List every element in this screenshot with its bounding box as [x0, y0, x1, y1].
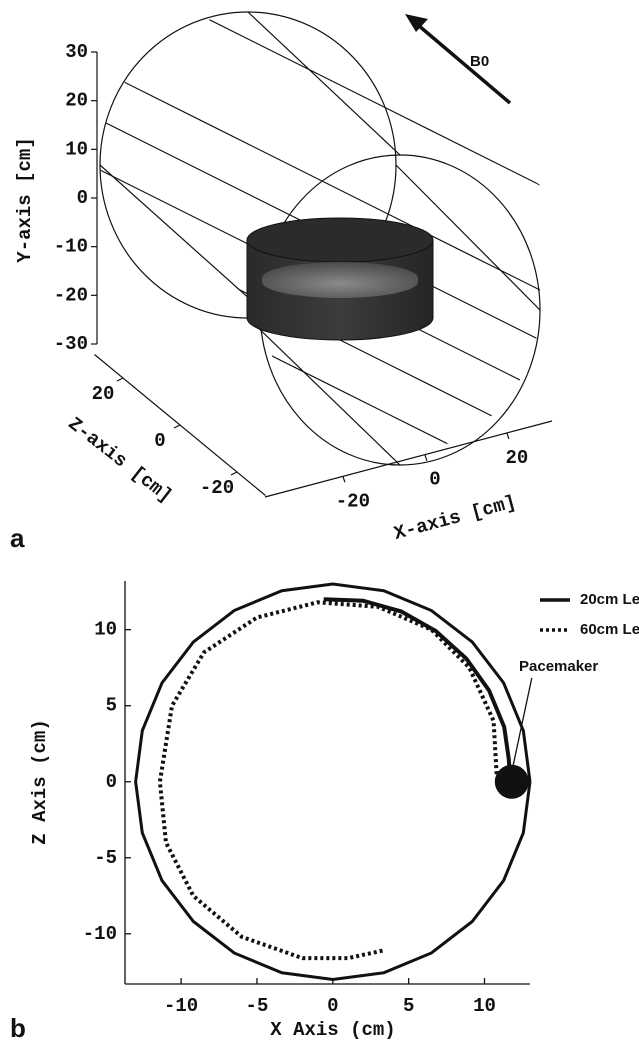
- z-tick: [230, 471, 238, 476]
- b0-arrow: [405, 14, 512, 105]
- x-tick-label: 5: [403, 995, 414, 1017]
- annotation: Pacemaker: [519, 658, 598, 675]
- y-axis-label: Y-axis [cm]: [14, 137, 36, 262]
- x-tick: [506, 432, 510, 440]
- x-tick-label: 0: [327, 995, 338, 1017]
- x-tick: [424, 454, 428, 461]
- phantom-cylinder: [246, 217, 434, 341]
- z-tick: [116, 377, 124, 382]
- y-tick-label: 30: [65, 41, 88, 63]
- z-tick: [173, 424, 181, 429]
- b0-label: B0: [470, 53, 489, 70]
- y-tick-label: 0: [77, 187, 88, 209]
- y-tick-label: -20: [54, 284, 88, 306]
- x-tick-label: 10: [473, 995, 496, 1017]
- pacemaker: [494, 764, 529, 799]
- x-tick-label: -5: [246, 995, 269, 1017]
- z-tick-label: 20: [92, 383, 115, 405]
- legend-label: 60cm Lead: [580, 621, 639, 638]
- y-tick-label: 5: [106, 695, 117, 717]
- y-tick-label: -10: [54, 236, 88, 258]
- x-tick: [342, 476, 346, 483]
- series-line: [134, 582, 532, 981]
- y-tick-label: -5: [94, 847, 117, 869]
- x-tick-label: -20: [336, 490, 370, 512]
- x-axis-label: X-axis [cm]: [392, 491, 519, 545]
- x-axis: [264, 420, 553, 498]
- y-tick-label: 10: [94, 619, 117, 641]
- y-tick-label: 10: [65, 138, 88, 160]
- x-tick-label: 0: [429, 469, 440, 491]
- annotation-leader: [511, 677, 533, 772]
- panel-label: a: [10, 523, 25, 553]
- y-tick-label: -10: [83, 923, 117, 945]
- x-axis-label: X Axis (cm): [270, 1019, 395, 1041]
- y-tick-label: 0: [106, 771, 117, 793]
- x-tick-label: -10: [164, 995, 198, 1017]
- series-line: [157, 600, 499, 961]
- legend-label: 20cm Lead: [580, 591, 639, 608]
- series-line: [323, 597, 513, 782]
- z-tick-label: -20: [200, 477, 234, 499]
- y-tick-label: -30: [54, 333, 88, 355]
- z-axis-label: Z-axis [cm]: [64, 413, 176, 508]
- y-tick-label: 20: [65, 90, 88, 112]
- panel-label: b: [10, 1013, 26, 1043]
- x-tick-label: 20: [505, 447, 528, 469]
- y-axis-label: Z Axis (cm): [29, 719, 51, 844]
- z-tick-label: 0: [154, 430, 165, 452]
